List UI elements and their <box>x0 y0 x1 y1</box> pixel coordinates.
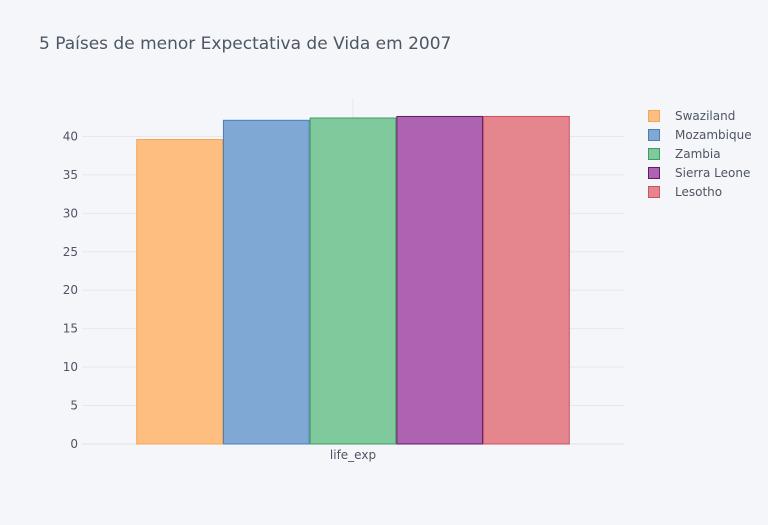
y-tick-label: 25 <box>63 245 78 259</box>
legend-swatch <box>648 185 660 198</box>
y-tick-label: 30 <box>63 206 78 220</box>
y-tick-label: 0 <box>70 437 78 451</box>
legend-label: Sierra Leone <box>675 165 751 180</box>
x-tick-label: life_exp <box>330 448 376 462</box>
y-tick-label: 35 <box>63 168 78 182</box>
y-tick-label: 15 <box>63 322 78 336</box>
legend-item[interactable]: Zambia <box>648 144 752 163</box>
legend-swatch <box>648 128 660 141</box>
legend-item[interactable]: Mozambique <box>648 125 752 144</box>
legend-swatch <box>648 147 660 160</box>
legend-label: Swaziland <box>675 108 736 123</box>
legend-item[interactable]: Lesotho <box>648 182 752 201</box>
legend-swatch <box>648 166 660 179</box>
legend-swatch <box>648 109 660 122</box>
y-tick-label: 5 <box>70 399 78 413</box>
bar-sierra-leone <box>396 115 484 445</box>
legend: Swaziland Mozambique Zambia Sierra Leone Les… <box>648 106 752 201</box>
chart-title: 5 Países de menor Expectativa de Vida em… <box>39 34 452 54</box>
legend-label: Lesotho <box>675 184 723 199</box>
bar-zambia <box>309 117 397 445</box>
legend-label: Mozambique <box>675 127 752 142</box>
legend-item[interactable]: Swaziland <box>648 106 752 125</box>
y-tick-label: 10 <box>63 360 78 374</box>
legend-label: Zambia <box>675 146 721 161</box>
bar-swaziland <box>136 139 223 445</box>
y-tick-label: 40 <box>63 129 78 143</box>
bar-lesotho <box>483 115 570 445</box>
legend-item[interactable]: Sierra Leone <box>648 163 752 182</box>
y-tick-label: 20 <box>63 283 78 297</box>
bar-mozambique <box>222 119 310 445</box>
